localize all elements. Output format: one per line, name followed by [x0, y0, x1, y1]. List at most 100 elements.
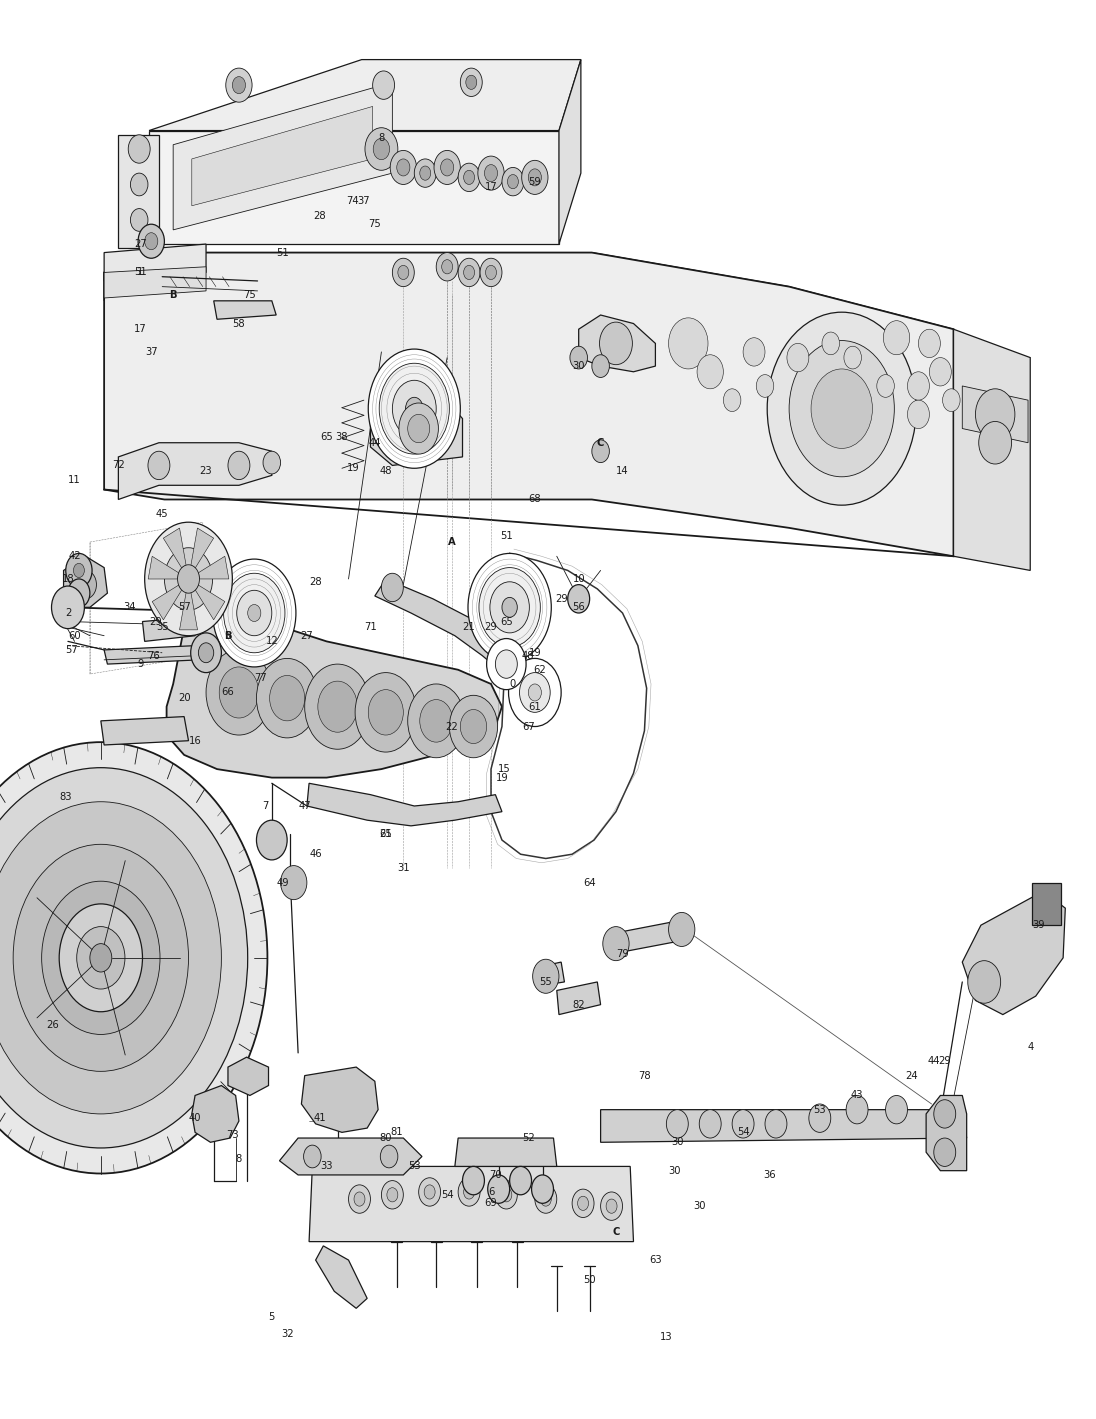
Circle shape — [532, 1175, 553, 1203]
Circle shape — [73, 563, 84, 578]
Text: 50: 50 — [583, 1274, 596, 1286]
Circle shape — [0, 802, 221, 1114]
Circle shape — [460, 68, 482, 96]
Text: 15: 15 — [498, 763, 511, 775]
Polygon shape — [118, 135, 159, 248]
Polygon shape — [167, 622, 502, 778]
Circle shape — [493, 650, 515, 678]
Circle shape — [528, 169, 541, 186]
Text: 54: 54 — [441, 1189, 454, 1200]
Text: 43: 43 — [850, 1090, 864, 1101]
Circle shape — [572, 1189, 594, 1218]
Circle shape — [528, 684, 541, 701]
Circle shape — [765, 1110, 787, 1138]
Text: 77: 77 — [254, 673, 267, 684]
Polygon shape — [228, 1057, 269, 1095]
Circle shape — [968, 961, 1001, 1003]
Circle shape — [501, 1188, 512, 1202]
Circle shape — [164, 548, 213, 610]
Circle shape — [568, 585, 590, 613]
Text: 34: 34 — [123, 602, 136, 613]
Text: 6: 6 — [488, 1186, 494, 1198]
Circle shape — [480, 258, 502, 287]
Circle shape — [522, 160, 548, 194]
Text: 56: 56 — [572, 602, 585, 613]
Circle shape — [304, 1145, 321, 1168]
Text: 60: 60 — [68, 630, 81, 641]
Circle shape — [424, 1185, 435, 1199]
Circle shape — [484, 165, 498, 182]
Polygon shape — [557, 982, 601, 1015]
Text: 29: 29 — [149, 616, 162, 627]
Text: 70: 70 — [489, 1169, 502, 1181]
Text: 32: 32 — [281, 1328, 294, 1340]
Text: 8: 8 — [236, 1154, 242, 1165]
Circle shape — [59, 904, 142, 1012]
Text: 33: 33 — [320, 1161, 333, 1172]
Text: 61: 61 — [528, 701, 541, 712]
Text: 19: 19 — [346, 463, 359, 474]
Text: 81: 81 — [390, 1127, 403, 1138]
Text: 30: 30 — [693, 1200, 706, 1212]
Text: 52: 52 — [522, 1132, 535, 1144]
Circle shape — [460, 710, 487, 744]
Circle shape — [441, 159, 454, 176]
Text: 46: 46 — [309, 849, 322, 860]
Circle shape — [399, 403, 438, 454]
Polygon shape — [962, 891, 1065, 1015]
Circle shape — [466, 75, 477, 89]
Circle shape — [419, 1178, 441, 1206]
Circle shape — [398, 265, 409, 280]
Text: 53: 53 — [408, 1161, 421, 1172]
Circle shape — [787, 343, 809, 372]
Text: 11: 11 — [68, 474, 81, 485]
Text: 4: 4 — [1027, 1042, 1034, 1053]
Text: 49: 49 — [276, 877, 289, 888]
Circle shape — [373, 138, 389, 159]
Circle shape — [809, 1104, 831, 1132]
Text: 22: 22 — [445, 721, 458, 732]
Circle shape — [263, 451, 281, 474]
Polygon shape — [1032, 883, 1061, 925]
Polygon shape — [279, 1138, 422, 1175]
Text: 29: 29 — [555, 593, 568, 604]
Text: 38: 38 — [335, 431, 349, 443]
Text: B: B — [170, 289, 176, 301]
Circle shape — [449, 695, 498, 758]
Circle shape — [318, 681, 357, 732]
Circle shape — [270, 675, 305, 721]
Circle shape — [75, 570, 96, 599]
Circle shape — [373, 71, 395, 99]
Circle shape — [458, 1178, 480, 1206]
Circle shape — [387, 1188, 398, 1202]
Circle shape — [380, 1145, 398, 1168]
Circle shape — [478, 156, 504, 190]
Circle shape — [226, 68, 252, 102]
Text: 65: 65 — [500, 616, 513, 627]
Polygon shape — [535, 962, 564, 986]
Circle shape — [145, 522, 232, 636]
Text: 73: 73 — [226, 1130, 239, 1141]
Circle shape — [929, 358, 951, 386]
Circle shape — [130, 173, 148, 196]
Circle shape — [213, 559, 296, 667]
Text: 28: 28 — [313, 210, 327, 221]
Text: 29: 29 — [484, 622, 498, 633]
Text: 20: 20 — [178, 692, 191, 704]
Circle shape — [224, 573, 285, 653]
Circle shape — [138, 224, 164, 258]
Text: 0: 0 — [510, 678, 516, 690]
Circle shape — [756, 375, 774, 397]
Text: 2: 2 — [65, 607, 71, 619]
Circle shape — [743, 338, 765, 366]
Circle shape — [463, 1166, 484, 1195]
Polygon shape — [104, 253, 954, 556]
Circle shape — [464, 170, 475, 184]
Text: 62: 62 — [533, 664, 546, 675]
Text: 51: 51 — [500, 531, 513, 542]
Text: 68: 68 — [528, 494, 541, 505]
Circle shape — [592, 355, 609, 377]
Circle shape — [520, 673, 550, 712]
Circle shape — [570, 346, 587, 369]
Circle shape — [130, 209, 148, 231]
